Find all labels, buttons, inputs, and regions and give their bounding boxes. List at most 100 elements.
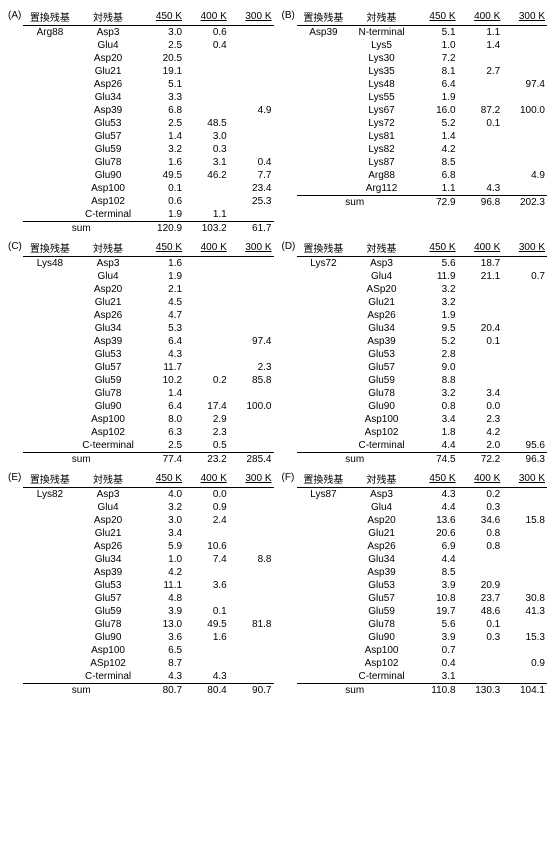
- substituted-residue: [23, 117, 77, 130]
- table-row: ASp1028.7: [23, 657, 273, 670]
- sum-row: sum77.423.2285.4: [23, 453, 273, 467]
- table-row: Glu900.80.0: [297, 400, 547, 413]
- val-450k: 49.5: [139, 169, 184, 182]
- table-row: Glu579.0: [297, 361, 547, 374]
- val-300k: [502, 283, 547, 296]
- val-300k: [229, 387, 274, 400]
- substituted-residue: [23, 439, 77, 453]
- substituted-residue: [297, 348, 351, 361]
- table-row: Asp264.7: [23, 309, 273, 322]
- val-300k: [502, 39, 547, 52]
- table-row: Lys811.4: [297, 130, 547, 143]
- table-row: Lys48Asp31.6: [23, 257, 273, 271]
- sum-450k: 72.9: [413, 196, 458, 210]
- val-450k: 5.2: [413, 117, 458, 130]
- paired-residue: Asp39: [350, 566, 413, 579]
- val-300k: [229, 514, 274, 527]
- table-row: Asp39N-terminal5.11.1: [297, 26, 547, 40]
- paired-residue: Lys5: [350, 39, 413, 52]
- val-400k: 0.0: [184, 488, 229, 502]
- paired-residue: Asp3: [350, 257, 413, 271]
- val-400k: [184, 527, 229, 540]
- val-300k: [502, 296, 547, 309]
- sum-row: sum110.8130.3104.1: [297, 684, 547, 698]
- substituted-residue: Lys87: [297, 488, 351, 502]
- val-450k: 3.0: [139, 514, 184, 527]
- val-400k: 0.6: [184, 26, 229, 40]
- col-substituted: 置換残基: [23, 239, 77, 257]
- val-400k: [184, 592, 229, 605]
- substituted-residue: [23, 553, 77, 566]
- val-450k: 10.8: [413, 592, 458, 605]
- table-row: Lys51.01.4: [297, 39, 547, 52]
- substituted-residue: [23, 182, 77, 195]
- val-400k: [458, 296, 503, 309]
- table-row: Lys551.9: [297, 91, 547, 104]
- val-450k: 6.8: [139, 104, 184, 117]
- paired-residue: ASp102: [77, 657, 140, 670]
- val-400k: [184, 361, 229, 374]
- substituted-residue: [297, 117, 351, 130]
- substituted-residue: [297, 426, 351, 439]
- paired-residue: Glu90: [350, 631, 413, 644]
- table-row: Glu44.40.3: [297, 501, 547, 514]
- substituted-residue: [297, 400, 351, 413]
- val-400k: 1.1: [184, 208, 229, 222]
- substituted-residue: [23, 156, 77, 169]
- table-row: Asp1000.123.4: [23, 182, 273, 195]
- val-300k: 4.9: [502, 169, 547, 182]
- val-450k: 10.2: [139, 374, 184, 387]
- substituted-residue: [23, 592, 77, 605]
- val-400k: 0.1: [184, 605, 229, 618]
- val-400k: [184, 296, 229, 309]
- col-450k: 450 K: [139, 470, 184, 488]
- table-row: Asp395.20.1: [297, 335, 547, 348]
- val-450k: 1.4: [139, 130, 184, 143]
- paired-residue: N-terminal: [350, 26, 413, 40]
- substituted-residue: [23, 104, 77, 117]
- val-450k: 1.1: [413, 182, 458, 196]
- val-450k: 4.4: [413, 439, 458, 453]
- val-300k: [502, 374, 547, 387]
- substituted-residue: [297, 309, 351, 322]
- val-450k: 1.6: [139, 156, 184, 169]
- val-300k: [502, 309, 547, 322]
- paired-residue: Asp20: [350, 514, 413, 527]
- table-row: Glu411.921.10.7: [297, 270, 547, 283]
- val-300k: 30.8: [502, 592, 547, 605]
- val-300k: [502, 387, 547, 400]
- val-450k: 4.3: [139, 670, 184, 684]
- val-400k: [184, 91, 229, 104]
- val-450k: 8.0: [139, 413, 184, 426]
- val-300k: [502, 65, 547, 78]
- col-300k: 300 K: [229, 470, 274, 488]
- val-400k: 0.3: [458, 501, 503, 514]
- val-400k: 2.0: [458, 439, 503, 453]
- sum-400k: 130.3: [458, 684, 503, 698]
- val-400k: 34.6: [458, 514, 503, 527]
- val-400k: 0.2: [184, 374, 229, 387]
- table-row: Asp1008.02.9: [23, 413, 273, 426]
- col-300k: 300 K: [502, 239, 547, 257]
- substituted-residue: [297, 156, 351, 169]
- val-400k: [458, 78, 503, 91]
- sum-450k: 110.8: [413, 684, 458, 698]
- val-300k: [229, 527, 274, 540]
- substituted-residue: [297, 579, 351, 592]
- val-450k: 6.5: [139, 644, 184, 657]
- substituted-residue: [297, 39, 351, 52]
- val-400k: [184, 182, 229, 195]
- substituted-residue: [297, 387, 351, 400]
- col-400k: 400 K: [184, 470, 229, 488]
- paired-residue: Lys81: [350, 130, 413, 143]
- substituted-residue: [23, 618, 77, 631]
- val-400k: [458, 374, 503, 387]
- val-300k: 2.3: [229, 361, 274, 374]
- sum-400k: 23.2: [184, 453, 229, 467]
- val-450k: 3.2: [413, 296, 458, 309]
- paired-residue: Asp102: [77, 426, 140, 439]
- paired-residue: Lys82: [350, 143, 413, 156]
- substituted-residue: [23, 91, 77, 104]
- table-row: Glu345.3: [23, 322, 273, 335]
- col-400k: 400 K: [458, 8, 503, 26]
